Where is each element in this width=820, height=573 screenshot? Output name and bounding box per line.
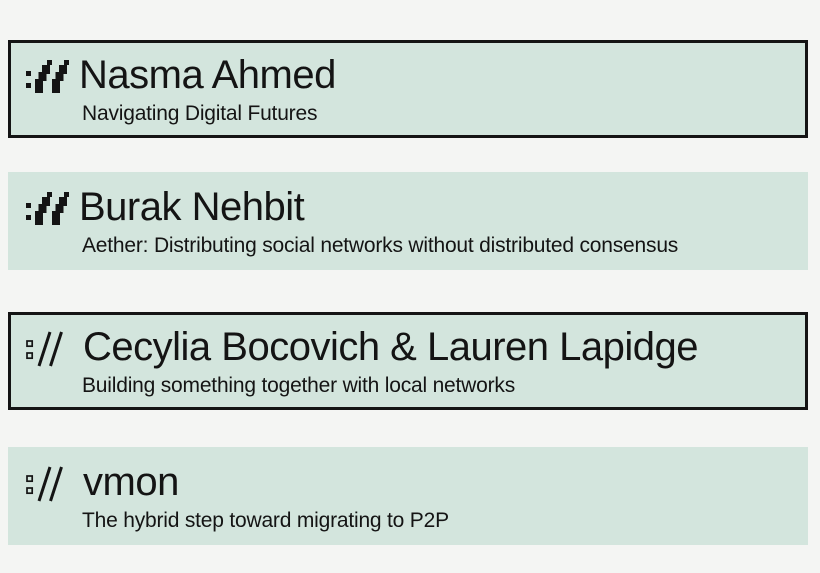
talk-card-cecylia-lauren[interactable]: Cecylia Bocovich & Lauren Lapidge Buildi… <box>8 312 808 410</box>
card-head: vmon <box>26 460 788 504</box>
speaker-name: Nasma Ahmed <box>79 53 336 97</box>
talk-title: The hybrid step toward migrating to P2P <box>82 509 449 532</box>
talk-card-vmon[interactable]: vmon The hybrid step toward migrating to… <box>8 447 808 545</box>
talk-title: Aether: Distributing social networks wit… <box>82 234 679 257</box>
card-head: Nasma Ahmed <box>26 53 788 97</box>
talk-list: Nasma Ahmed Navigating Digital Futures <box>8 40 808 545</box>
speaker-name: Burak Nehbit <box>79 185 305 229</box>
protocol-slashes-icon <box>26 331 70 367</box>
talk-card-nasma-ahmed[interactable]: Nasma Ahmed Navigating Digital Futures <box>8 40 808 138</box>
pixel-protocol-slashes-icon <box>26 191 70 226</box>
speaker-name: Cecylia Bocovich & Lauren Lapidge <box>83 325 699 369</box>
protocol-slashes-icon <box>26 466 70 502</box>
talk-title: Building something together with local n… <box>82 374 516 397</box>
talk-card-burak-nehbit[interactable]: Burak Nehbit Aether: Distributing social… <box>8 172 808 270</box>
card-head: Cecylia Bocovich & Lauren Lapidge <box>26 325 788 369</box>
speaker-name: vmon <box>83 460 179 504</box>
card-head: Burak Nehbit <box>26 185 788 229</box>
talk-title: Navigating Digital Futures <box>82 102 318 125</box>
pixel-protocol-slashes-icon <box>26 59 70 94</box>
